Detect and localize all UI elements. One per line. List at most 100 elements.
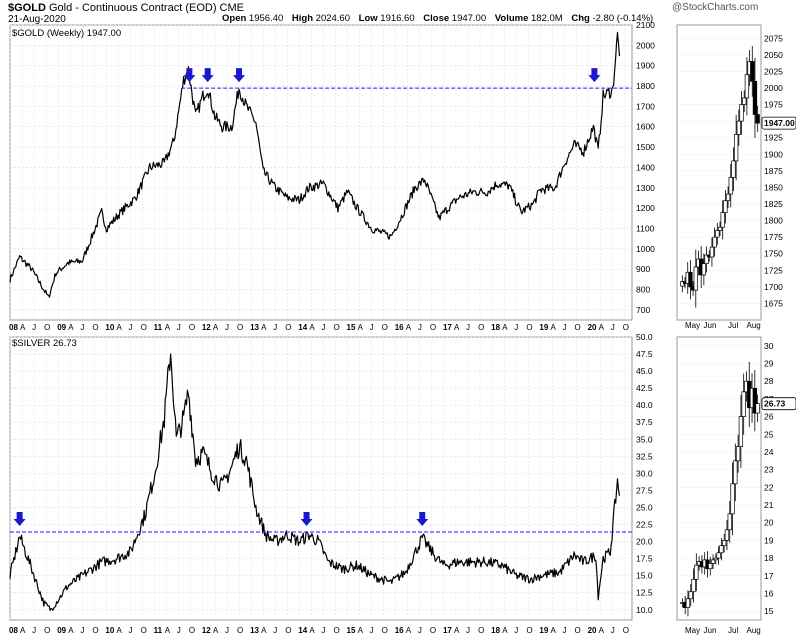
x-tick-label: A [358,323,364,332]
series-label: $SILVER 26.73 [12,338,77,349]
x-tick-label: A [68,626,74,635]
candle-body [713,557,718,561]
candle-body [755,114,760,124]
y-tick-label: 37.5 [636,417,653,427]
y-tick-label: 2000 [636,40,655,50]
x-tick-label: 11 [154,626,163,635]
y-tick-label: 700 [636,305,650,315]
mini-y-tick-label: 29 [764,359,774,369]
mini-y-tick-label: 18 [764,553,774,563]
x-tick-label: J [129,626,133,635]
mini-y-tick-label: 22 [764,482,774,492]
mini-y-tick-label: 1775 [764,232,783,242]
x-tick-label: O [141,626,147,635]
x-tick-label: J [514,626,518,635]
y-tick-label: 30.0 [636,468,653,478]
chart-title: $GOLD Gold - Continuous Contract (EOD) C… [8,2,244,14]
x-tick-label: J [418,626,422,635]
candle-body [688,271,693,288]
last-value-label: 1947.00 [764,118,795,128]
x-tick-label: O [189,323,195,332]
x-tick-label: A [599,323,605,332]
x-tick-label: J [273,626,277,635]
y-tick-label: 40.0 [636,400,653,410]
x-tick-label: 12 [202,626,211,635]
low-value: 1916.60 [380,13,415,24]
candle-body [709,246,715,258]
candle-body [727,513,732,531]
mini-y-tick-label: 1825 [764,199,783,209]
x-tick-label: 15 [347,323,356,332]
down-arrow-icon [13,512,26,527]
mini-y-tick-label: 2050 [764,50,783,60]
x-tick-label: J [466,626,470,635]
candle-body [724,529,730,541]
candle-body [693,266,698,291]
candle-body [723,200,728,213]
series-label: $GOLD (Weekly) 1947.00 [12,28,121,39]
x-tick-label: 20 [588,323,597,332]
close-label: Close [423,13,450,24]
y-tick-label: 1800 [636,81,655,91]
y-tick-label: 17.5 [636,554,653,564]
candle-body [752,80,758,115]
candle-body [719,545,724,554]
candle-body [735,446,741,462]
mini-y-tick-label: 23 [764,465,774,475]
last-value-label: 26.73 [764,399,786,409]
x-tick-label: O [92,323,98,332]
x-tick-label: 12 [202,323,211,332]
title-text: Gold - Continuous Contract (EOD) [48,2,217,14]
main-panel-frame [9,24,633,321]
x-tick-label: 13 [250,323,259,332]
high-value: 2024.60 [315,13,350,24]
candle-body [688,591,693,600]
price-line [9,353,621,611]
mini-x-tick-label: Jul [728,626,738,635]
last-value-tag [761,397,796,411]
candle-body [712,236,717,248]
x-tick-label: A [502,323,508,332]
x-tick-label: A [165,626,171,635]
candle-body [704,254,709,265]
x-tick-label: A [406,626,412,635]
candle-body [736,120,741,135]
mini-y-tick-label: 20 [764,518,774,528]
x-tick-label: A [213,626,219,635]
candle-body [739,104,744,122]
x-tick-label: J [562,626,566,635]
mini-y-tick-label: 1900 [764,149,783,159]
x-tick-label: J [177,626,181,635]
x-tick-label: J [321,626,325,635]
x-tick-label: J [514,323,518,332]
y-tick-label: 1400 [636,162,655,172]
x-tick-label: 16 [395,626,404,635]
x-tick-label: O [430,323,436,332]
mini-y-tick-label: 2025 [764,66,783,76]
y-tick-label: 1000 [636,244,655,254]
open-value: 1956.40 [248,13,284,24]
mini-y-tick-label: 1925 [764,133,783,143]
y-tick-label: 1100 [636,223,655,233]
chg-label: Chg [571,13,590,24]
mini-y-tick-label: 1675 [764,298,783,308]
x-tick-label: J [80,626,84,635]
y-tick-label: 10.0 [636,605,653,615]
x-tick-label: 08 [9,626,18,635]
x-tick-label: 13 [250,626,259,635]
x-tick-label: A [116,323,122,332]
mini-y-tick-label: 16 [764,588,774,598]
y-tick-label: 1300 [636,183,655,193]
x-tick-label: 18 [491,323,500,332]
y-tick-label: 1200 [636,203,655,213]
x-tick-label: O [526,323,532,332]
x-tick-label: O [141,323,147,332]
x-tick-label: O [382,323,388,332]
price-line [9,31,621,298]
x-tick-label: 20 [588,626,597,635]
brand-logo: @StockCharts.com [672,2,759,13]
x-tick-label: J [321,323,325,332]
y-tick-label: 45.0 [636,366,653,376]
mini-y-tick-label: 26 [764,412,774,422]
